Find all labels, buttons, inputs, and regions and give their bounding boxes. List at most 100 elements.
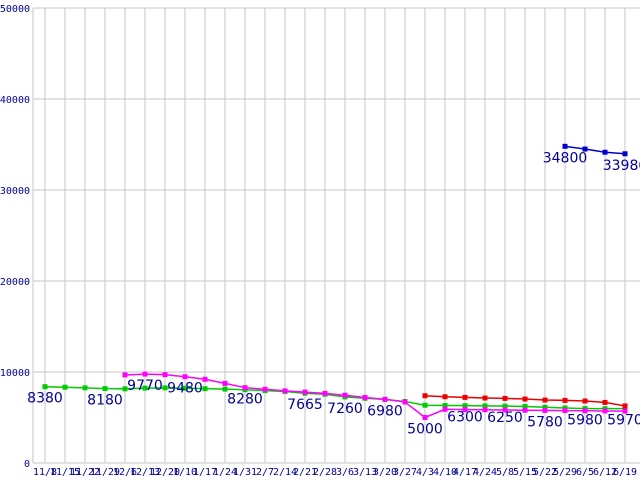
data-point-marker-green: [482, 403, 488, 409]
data-point-marker-green: [62, 384, 68, 390]
data-point-marker-magenta: [522, 407, 528, 413]
data-point-marker-green: [42, 384, 48, 390]
data-point-marker-green: [142, 385, 148, 391]
data-point-marker-green: [422, 402, 428, 408]
data-point-marker-red: [442, 394, 448, 400]
y-tick-label: 20000: [0, 277, 30, 288]
value-label: 7260: [327, 401, 363, 417]
data-point-marker-green: [502, 403, 508, 409]
value-label: 6300: [447, 410, 483, 426]
y-tick-label: 10000: [0, 368, 30, 379]
value-label: 8380: [27, 391, 63, 407]
value-label: 5980: [567, 413, 603, 429]
x-tick-label: 4/24: [473, 467, 497, 478]
data-point-marker-red: [502, 395, 508, 401]
x-tick-label: 11/8: [33, 467, 57, 478]
value-label: 5970: [607, 413, 640, 429]
data-point-marker-magenta: [162, 372, 168, 378]
data-point-marker-green: [82, 385, 88, 391]
data-point-marker-green: [522, 403, 528, 409]
data-point-marker-blue: [562, 143, 568, 149]
x-tick-label: 11/15: [50, 467, 80, 478]
data-point-marker-green: [122, 386, 128, 392]
value-label: 6980: [367, 403, 403, 419]
x-tick-label: 1/10: [173, 467, 197, 478]
value-label: 8280: [227, 392, 263, 408]
x-tick-label: 1/31: [233, 467, 257, 478]
x-tick-label: 11/29: [90, 467, 120, 478]
data-point-marker-magenta: [402, 399, 408, 405]
data-point-marker-magenta: [582, 408, 588, 414]
data-point-marker-magenta: [442, 406, 448, 412]
data-point-marker-magenta: [422, 415, 428, 420]
data-point-marker-red: [542, 397, 548, 403]
x-tick-label: 3/20: [373, 467, 397, 478]
x-tick-label: 12/6: [113, 467, 137, 478]
data-point-marker-red: [482, 395, 488, 401]
value-label: 6250: [487, 410, 523, 426]
data-point-marker-green: [542, 404, 548, 410]
data-point-marker-magenta: [242, 385, 248, 391]
value-label: 7665: [287, 397, 323, 413]
data-point-marker-red: [422, 393, 428, 399]
series-line-magenta: [124, 373, 626, 419]
data-point-marker-red: [522, 396, 528, 402]
x-tick-label: 12/20: [150, 467, 180, 478]
data-point-marker-red: [582, 398, 588, 404]
data-point-marker-magenta: [322, 390, 328, 396]
series-line-green: [44, 385, 626, 410]
y-tick-label: 40000: [0, 95, 30, 106]
x-tick-label: 5/22: [533, 467, 557, 478]
data-point-marker-green: [442, 402, 448, 408]
x-tick-label: 2/7: [256, 467, 274, 478]
data-point-marker-magenta: [282, 388, 288, 394]
value-label: 34800: [543, 150, 588, 166]
x-tick-label: 12/13: [130, 467, 160, 478]
value-label: 8180: [87, 393, 123, 409]
data-point-marker-blue: [582, 146, 588, 152]
x-tick-label: 1/17: [193, 467, 217, 478]
x-tick-label: 2/14: [273, 467, 297, 478]
x-tick-label: 6/5: [576, 467, 594, 478]
x-tick-label: 4/3: [416, 467, 434, 478]
x-tick-label: 6/19: [613, 467, 637, 478]
data-point-marker-blue: [602, 149, 608, 155]
data-point-marker-red: [562, 397, 568, 403]
x-tick-label: 2/21: [293, 467, 317, 478]
data-point-marker-magenta: [382, 396, 388, 402]
data-point-marker-magenta: [342, 392, 348, 398]
data-point-marker-magenta: [542, 407, 548, 413]
series-lines: [42, 143, 628, 420]
x-tick-label: 4/10: [433, 467, 457, 478]
data-point-marker-green: [102, 386, 108, 392]
data-point-marker-green: [462, 403, 468, 409]
data-point-marker-red: [622, 403, 628, 409]
y-tick-label: 0: [24, 459, 30, 470]
data-point-marker-magenta: [622, 408, 628, 414]
series-line-blue: [564, 145, 626, 155]
data-point-marker-magenta: [182, 374, 188, 380]
y-tick-label: 30000: [0, 186, 30, 197]
data-point-marker-magenta: [362, 394, 368, 400]
data-point-marker-green: [182, 385, 188, 391]
x-tick-label: 5/15: [513, 467, 537, 478]
x-tick-label: 3/6: [336, 467, 354, 478]
data-point-marker-magenta: [562, 408, 568, 414]
data-point-marker-green: [222, 386, 228, 392]
data-point-marker-green: [202, 386, 208, 392]
x-tick-label: 5/29: [553, 467, 577, 478]
value-label: 9770: [127, 378, 163, 394]
x-tick-label: 3/13: [353, 467, 377, 478]
data-point-marker-magenta: [462, 407, 468, 413]
data-point-marker-magenta: [262, 386, 268, 392]
value-label: 5000: [407, 422, 443, 438]
x-tick-label: 11/22: [70, 467, 100, 478]
data-point-marker-magenta: [502, 407, 508, 413]
data-point-marker-magenta: [222, 380, 228, 386]
data-point-marker-magenta: [202, 376, 208, 382]
x-tick-label: 2/28: [313, 467, 337, 478]
data-point-marker-magenta: [122, 372, 128, 378]
